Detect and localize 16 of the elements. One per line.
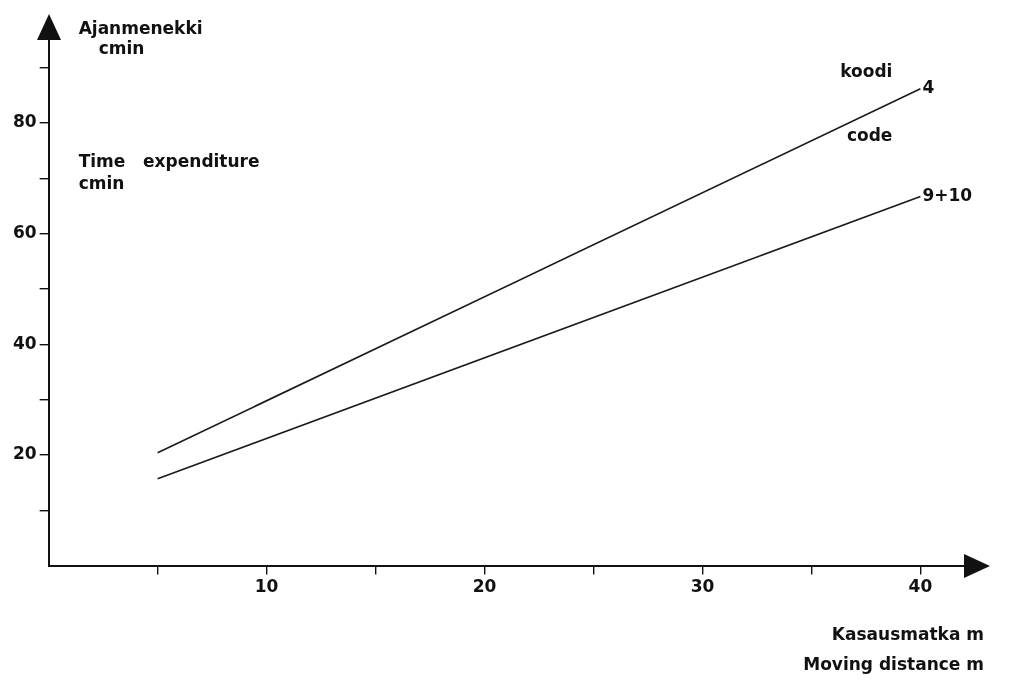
annotation: Time expenditure cmin xyxy=(78,151,260,194)
annotation: code xyxy=(846,125,893,146)
x-tick-label: 30 xyxy=(690,576,715,597)
y-tick-label: 40 xyxy=(12,332,37,353)
x-tick-label: 10 xyxy=(254,576,279,597)
x-axis-title: Kasausmatka m xyxy=(831,624,984,645)
text: Moving distance m xyxy=(803,654,984,675)
series-label: 4 xyxy=(922,77,935,98)
y-tick-label: 20 xyxy=(12,443,37,464)
annotation: koodi xyxy=(840,61,893,82)
y-tick-label: 80 xyxy=(12,111,37,132)
series-label: 9+10 xyxy=(922,185,973,205)
y-tick-label: 60 xyxy=(12,222,37,243)
x-tick-label: 20 xyxy=(472,576,497,597)
y-axis-title: Ajanmenekki cmin xyxy=(78,18,203,59)
x-tick-label: 40 xyxy=(908,576,933,597)
